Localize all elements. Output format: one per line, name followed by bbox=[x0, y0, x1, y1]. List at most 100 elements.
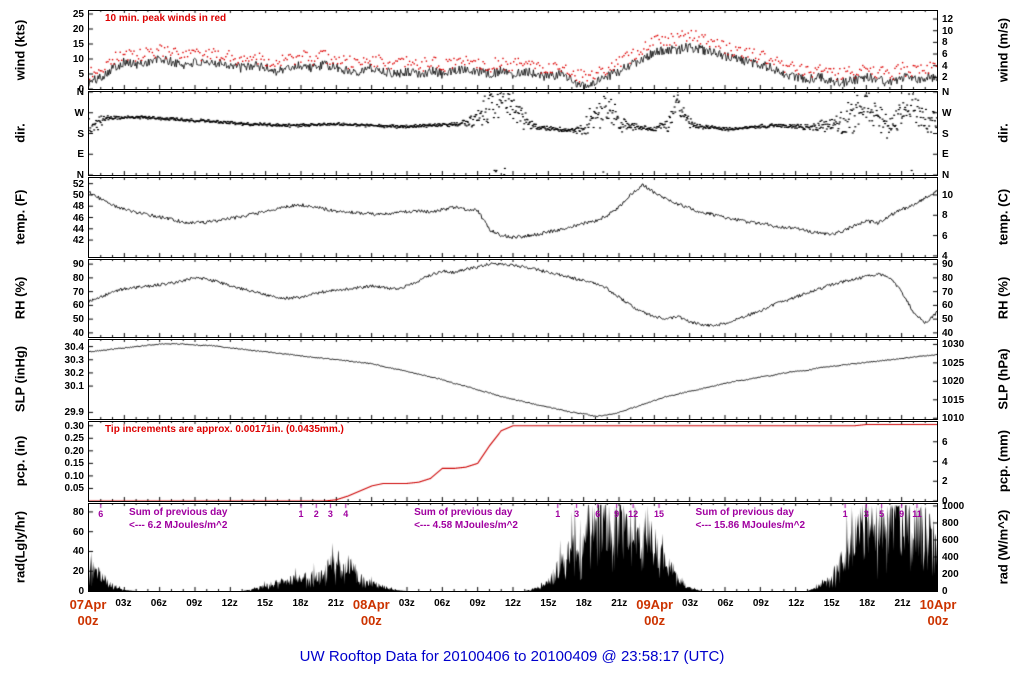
pcp-y-tick-left: 0.20 bbox=[64, 445, 84, 457]
pcp-left-axis-label: pcp. (in) bbox=[12, 435, 28, 487]
x-date-line1: 09Apr bbox=[636, 597, 674, 612]
x-tick-label: 06z bbox=[150, 598, 167, 609]
wind-y-tick-right: 6 bbox=[942, 49, 948, 61]
x-tick-label: 18z bbox=[859, 598, 876, 609]
x-tick-label: 15z bbox=[540, 598, 557, 609]
dir-y-tick-right: W bbox=[942, 107, 952, 119]
temp-y-tick-right: 10 bbox=[942, 189, 954, 201]
dir-y-tick-right: E bbox=[942, 149, 949, 161]
rad-left-axis-label: rad(Lgly/hr) bbox=[12, 510, 28, 584]
dir-y-tick-right: N bbox=[942, 170, 950, 181]
x-tick-label: 09z bbox=[752, 598, 769, 609]
slp-y-tick-left: 30.2 bbox=[64, 367, 84, 379]
x-date-line2: 00z bbox=[927, 613, 949, 629]
rad-sum-annotation: Sum of previous day <--- 6.2 MJoules/m^2 bbox=[129, 506, 227, 532]
x-tick-label: 03z bbox=[398, 598, 415, 609]
rad-mj-tick-label: 11 bbox=[912, 509, 922, 519]
slp-y-tick-right: 1030 bbox=[942, 339, 965, 351]
rad-mj-tick-label: 6 bbox=[98, 509, 104, 519]
pcp-y-tick-left: 0.05 bbox=[64, 483, 84, 495]
rad-mj-tick-label: 9 bbox=[899, 509, 905, 519]
rad-sum-line2: <--- 6.2 MJoules/m^2 bbox=[129, 520, 228, 531]
rh-plot-canvas bbox=[89, 260, 937, 337]
x-tick-label: 12z bbox=[788, 598, 805, 609]
pcp-y-tick-left: 0.10 bbox=[64, 470, 84, 482]
dir-y-tick-left: W bbox=[74, 107, 84, 119]
dir-plot-canvas bbox=[89, 92, 937, 175]
pcp-panel: Tip increments are approx. 0.00171in. (0… bbox=[88, 421, 938, 502]
wind-y-tick-right: 8 bbox=[942, 37, 948, 49]
slp-y-tick-right: 1020 bbox=[942, 376, 965, 388]
rad-y-tick-left: 40 bbox=[72, 546, 84, 558]
wind-y-tick-left: 10 bbox=[72, 54, 84, 65]
wind-y-tick-right: 4 bbox=[942, 60, 948, 72]
slp-left-axis-label: SLP (inHg) bbox=[12, 345, 28, 413]
rad-y-tick-right: 600 bbox=[942, 534, 959, 546]
x-date-line2: 00z bbox=[360, 613, 382, 629]
slp-y-tick-left: 29.9 bbox=[64, 407, 84, 419]
x-tick-label: 12z bbox=[504, 598, 522, 609]
pcp-y-tick-right: 4 bbox=[942, 456, 948, 468]
x-tick-label: 21z bbox=[327, 598, 344, 609]
rad-y-tick-right: 0 bbox=[942, 586, 948, 597]
rad-mj-tick-label: 1 bbox=[298, 509, 304, 519]
rh-left-axis-label: RH (%) bbox=[12, 276, 28, 320]
dir-y-tick-right: S bbox=[942, 128, 949, 140]
pcp-tip-note: Tip increments are approx. 0.00171in. (0… bbox=[105, 424, 344, 435]
rad-mj-tick-label: 3 bbox=[327, 509, 333, 519]
x-tick-label: 03z bbox=[115, 598, 132, 609]
x-date-line1: 07Apr bbox=[69, 597, 107, 612]
figure-title: UW Rooftop Data for 20100406 to 20100409… bbox=[299, 648, 725, 665]
wind-y-tick-right: 10 bbox=[942, 25, 954, 37]
rad-mj-tick-label: 1 bbox=[555, 509, 561, 519]
rad-sum-annotation: Sum of previous day <--- 15.86 MJoules/m^… bbox=[696, 506, 806, 532]
rh-right-axis-label: RH (%) bbox=[995, 276, 1011, 320]
x-date-line2: 00z bbox=[644, 613, 666, 629]
temp-y-tick-left: 46 bbox=[72, 212, 84, 224]
wind-y-tick-right: 12 bbox=[942, 14, 954, 26]
wind-plot-canvas bbox=[89, 11, 937, 89]
rh-y-tick-right: 70 bbox=[942, 286, 954, 298]
rh-y-tick-left: 50 bbox=[72, 314, 84, 326]
temp-y-tick-left: 44 bbox=[72, 223, 84, 235]
temp-panel bbox=[88, 177, 938, 258]
wind-panel: 10 min. peak winds in red bbox=[88, 10, 938, 90]
x-tick-label: 09z bbox=[186, 598, 203, 609]
temp-plot-canvas bbox=[89, 178, 937, 257]
x-tick-label: 21z bbox=[894, 598, 911, 609]
temp-y-tick-right: 6 bbox=[942, 230, 948, 242]
dir-y-tick-right: N bbox=[942, 87, 950, 98]
x-tick-label: 15z bbox=[823, 598, 840, 609]
dir-left-axis-label: dir. bbox=[12, 123, 28, 143]
rad-y-tick-right: 200 bbox=[942, 568, 959, 580]
rad-y-tick-right: 800 bbox=[942, 517, 959, 529]
rh-y-tick-right: 90 bbox=[942, 259, 954, 271]
rad-sum-line1: Sum of previous day bbox=[414, 507, 513, 518]
dir-y-tick-left: N bbox=[76, 170, 84, 181]
pcp-plot-canvas bbox=[89, 422, 937, 501]
pcp-right-axis-label: pcp. (mm) bbox=[995, 429, 1011, 493]
x-tick-label: 15z bbox=[257, 598, 274, 609]
rad-mj-tick-label: 5 bbox=[879, 509, 885, 519]
wind-y-tick-left: 25 bbox=[72, 9, 84, 20]
x-tick-label: 06z bbox=[434, 598, 451, 609]
x-date-line1: 10Apr bbox=[919, 597, 957, 612]
rad-mj-tick-label: 15 bbox=[654, 509, 665, 519]
pcp-y-tick-left: 0.25 bbox=[64, 433, 84, 445]
dir-y-tick-left: S bbox=[77, 128, 84, 140]
rad-mj-tick-label: 3 bbox=[863, 509, 869, 519]
dir-y-tick-left: N bbox=[76, 87, 84, 98]
wind-y-tick-left: 20 bbox=[72, 24, 84, 35]
rh-y-tick-left: 80 bbox=[72, 272, 84, 284]
x-tick-label: 18z bbox=[292, 598, 309, 609]
rh-y-tick-right: 80 bbox=[942, 272, 954, 284]
x-tick-label: 03z bbox=[682, 598, 699, 609]
x-date-label: 07Apr 00z bbox=[58, 597, 118, 630]
temp-y-tick-left: 50 bbox=[72, 189, 84, 201]
rad-sum-line1: Sum of previous day bbox=[695, 507, 794, 518]
x-tick-label: 21z bbox=[611, 598, 628, 609]
rad-sum-line1: Sum of previous day bbox=[129, 507, 228, 518]
rad-mj-tick-label: 4 bbox=[343, 509, 349, 519]
rad-mj-tick-label: 2 bbox=[313, 509, 319, 519]
rad-mj-tick-label: 1 bbox=[842, 509, 848, 519]
